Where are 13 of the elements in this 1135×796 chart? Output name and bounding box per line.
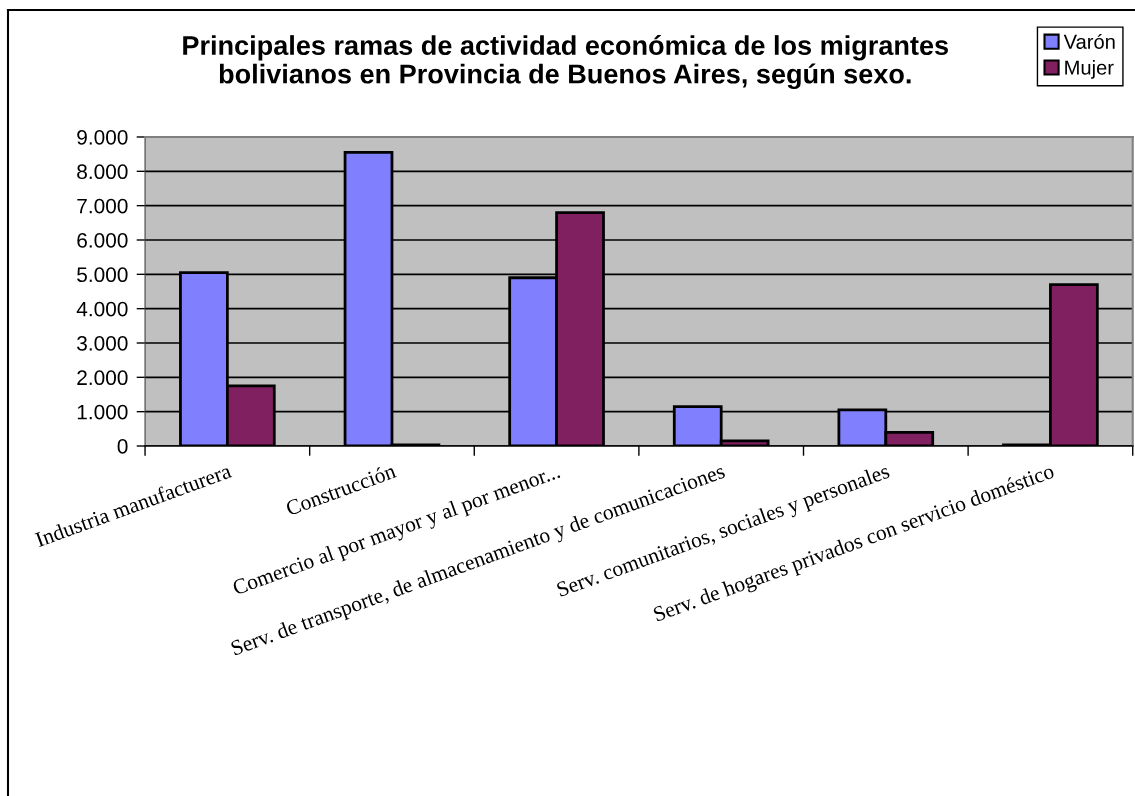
y-tick-label: 4.000 xyxy=(76,301,128,317)
y-tick-label: 9.000 xyxy=(77,129,128,145)
y-tick-label: 5.000 xyxy=(77,267,128,283)
legend-label: Mujer xyxy=(1065,59,1114,79)
y-tick-label: 1.000 xyxy=(77,404,128,420)
chart-title: Principales ramas de actividad económica de los migrantes bolivianos en Provincia de Buenos Aires, según sexo. xyxy=(183,34,948,90)
y-tick-label: 3.000 xyxy=(77,336,128,351)
y-tick-label: 2.000 xyxy=(77,370,128,386)
y-tick-label: 0 xyxy=(117,439,128,454)
legend-label: Varón xyxy=(1063,33,1115,49)
y-tick-label: 6.000 xyxy=(77,233,128,248)
y-tick-label: 8.000 xyxy=(77,164,128,180)
y-tick-label: 7.000 xyxy=(77,198,128,214)
